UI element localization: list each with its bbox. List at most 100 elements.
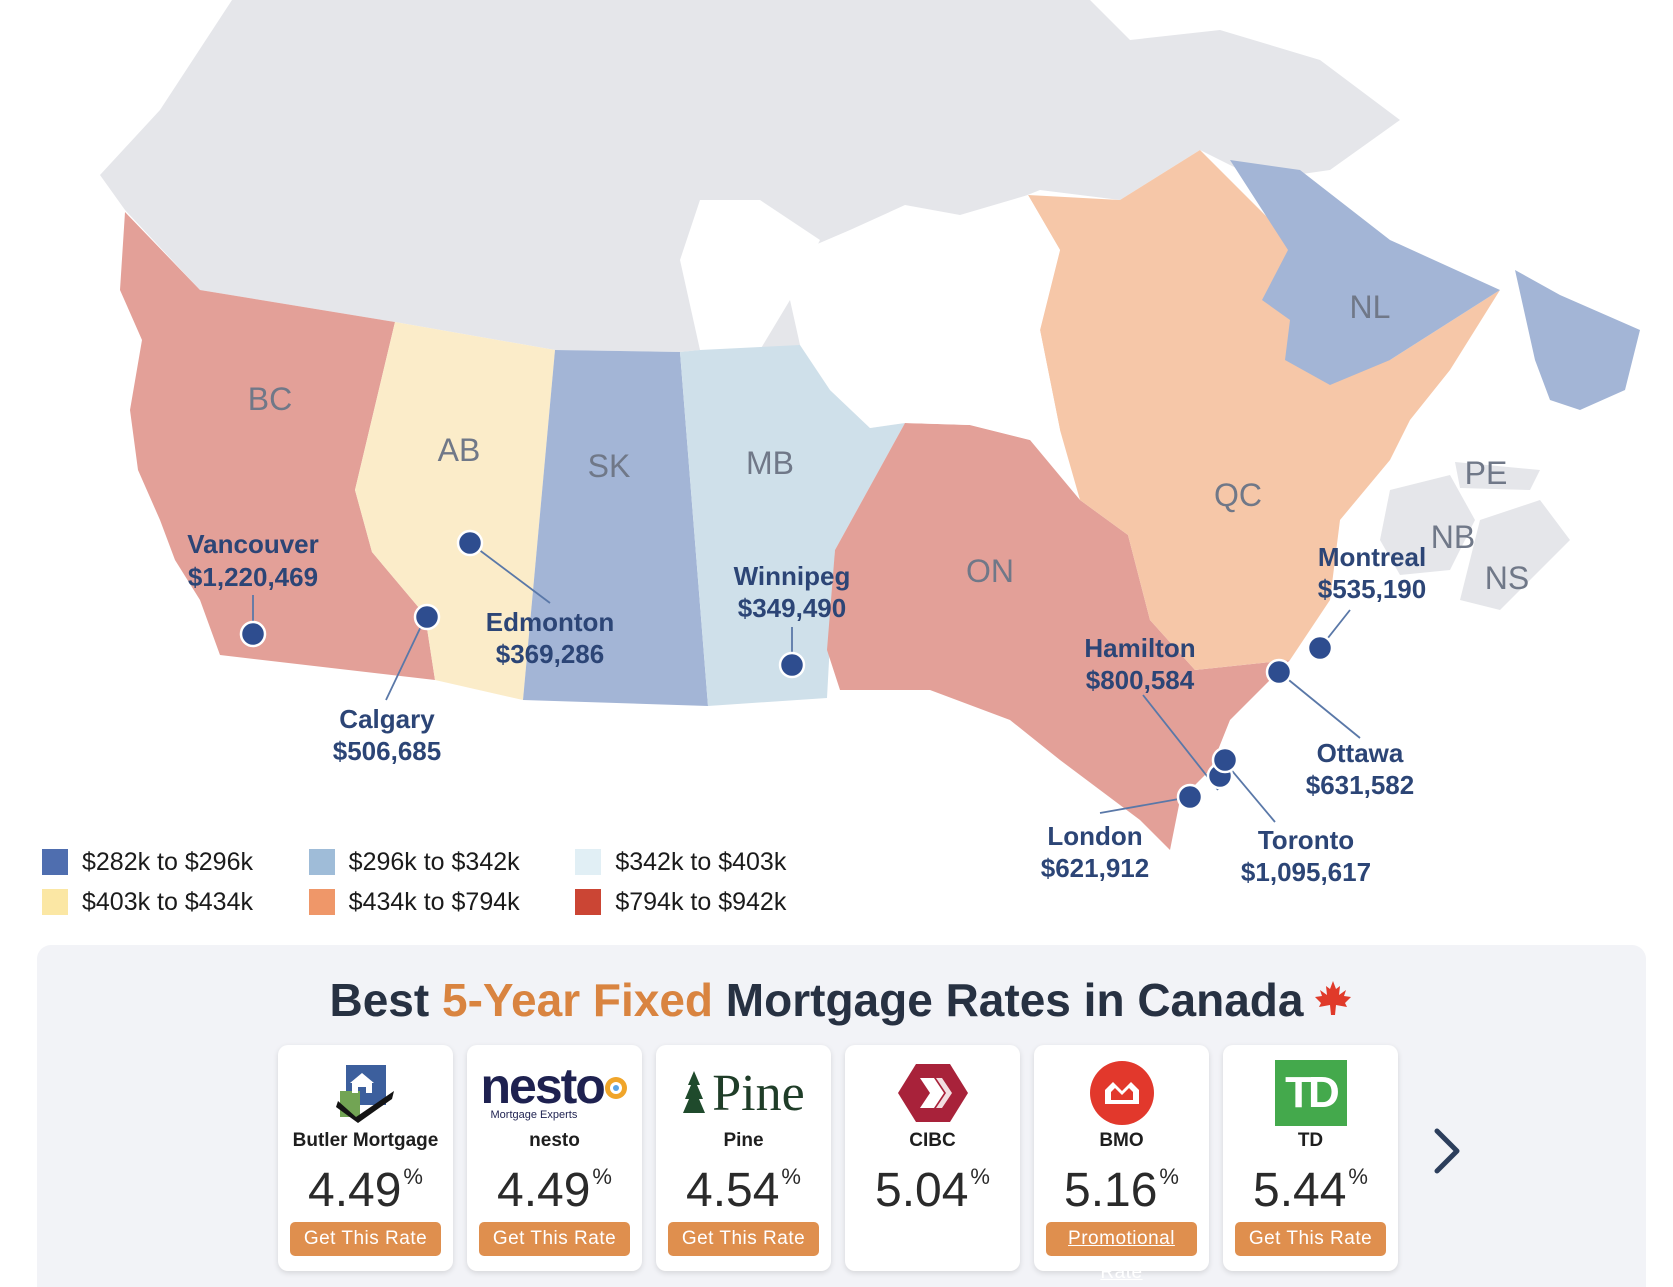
lender-rate: 4.49% [278, 1163, 453, 1218]
legend-swatch [308, 889, 335, 915]
lender-card-pine[interactable]: Pine Pine 4.54% Get This Rate [656, 1045, 831, 1271]
svg-text:$800,584: $800,584 [1086, 665, 1195, 695]
rate-unit: % [403, 1164, 423, 1189]
region-ab [355, 322, 555, 700]
nesto-ring-icon [604, 1077, 627, 1099]
rate-value: 5.16 [1064, 1164, 1158, 1217]
lender-name: Pine [723, 1130, 764, 1151]
svg-text:$369,286: $369,286 [496, 639, 604, 669]
title-start: Best [329, 974, 442, 1026]
region-pe [1455, 462, 1540, 490]
legend-label: $282k to $296k [82, 847, 253, 876]
title-end: Mortgage Rates in Canada [713, 974, 1304, 1026]
nesto-logo: nesto Mortgage Experts [467, 1057, 642, 1129]
city-label-hamilton: Hamilton $800,584 [1084, 633, 1195, 695]
hudson-bay [780, 195, 1060, 440]
rate-value: 4.49 [308, 1164, 402, 1217]
legend-swatch [42, 889, 68, 915]
svg-text:$349,490: $349,490 [738, 593, 846, 623]
svg-text:$621,912: $621,912 [1041, 853, 1149, 883]
nesto-wordmark: nesto [480, 1058, 606, 1114]
region-sk [523, 350, 708, 706]
rate-unit: % [1159, 1164, 1179, 1189]
rate-value: 4.49 [497, 1164, 591, 1217]
region-nb [1380, 475, 1475, 575]
region-label-on: ON [966, 553, 1014, 589]
price-legend: $282k to $296k $296k to $342k $342k to $… [42, 842, 842, 922]
mortgage-rates-panel: Best 5-Year Fixed Mortgage Rates in Cana… [37, 945, 1646, 1287]
city-label-vancouver: Vancouver $1,220,469 [187, 529, 319, 592]
region-nl-island [1515, 270, 1640, 410]
legend-label: $342k to $403k [615, 847, 787, 876]
td-wordmark: TD [1274, 1060, 1347, 1126]
pine-tree-icon [683, 1071, 706, 1113]
rate-unit: % [592, 1164, 612, 1189]
region-ns [1460, 500, 1570, 610]
legend-swatch [308, 849, 335, 875]
lender-rate: 5.04% [845, 1163, 1020, 1218]
region-label-nb: NB [1431, 519, 1475, 555]
legend-row: $403k to $434k $434k to $794k $794k to $… [42, 882, 842, 922]
svg-text:Ottawa: Ottawa [1317, 738, 1404, 768]
lender-card-cibc[interactable]: CIBC 5.04% [845, 1045, 1020, 1271]
city-label-montreal: Montreal $535,190 [1318, 542, 1426, 604]
rate-unit: % [1348, 1164, 1368, 1189]
city-label-winnipeg: Winnipeg $349,490 [734, 561, 851, 623]
svg-text:Vancouver: Vancouver [187, 529, 319, 559]
city-label-ottawa: Ottawa $631,582 [1306, 738, 1414, 800]
region-qc [1028, 150, 1500, 670]
rate-unit: % [781, 1164, 801, 1189]
lender-name: Butler Mortgage [292, 1130, 439, 1151]
rates-title: Best 5-Year Fixed Mortgage Rates in Cana… [37, 973, 1646, 1027]
lender-name: nesto [529, 1130, 580, 1151]
city-dot-london[interactable] [1176, 783, 1204, 811]
svg-text:Winnipeg: Winnipeg [734, 561, 851, 591]
city-label-toronto: Toronto $1,095,617 [1241, 825, 1371, 887]
region-label-nl: NL [1350, 289, 1391, 325]
region-label-ns: NS [1485, 560, 1529, 596]
rate-unit: % [970, 1164, 990, 1189]
lender-rate: 5.16% [1034, 1163, 1209, 1218]
city-dot-vancouver[interactable] [239, 620, 267, 648]
city-dot-montreal[interactable] [1306, 634, 1334, 662]
city-dot-winnipeg[interactable] [778, 651, 806, 679]
chevron-right-icon[interactable] [1427, 1123, 1467, 1179]
svg-text:$506,685: $506,685 [333, 736, 441, 766]
svg-text:$631,582: $631,582 [1306, 770, 1414, 800]
region-bc [120, 212, 435, 680]
promotional-rate-button[interactable]: Promotional Rate [1046, 1222, 1197, 1283]
svg-text:$1,095,617: $1,095,617 [1241, 857, 1371, 887]
region-label-ab: AB [438, 432, 481, 468]
maple-leaf-icon [1315, 981, 1352, 1015]
city-label-edmonton: Edmonton $369,286 [486, 607, 615, 669]
svg-text:Hamilton: Hamilton [1084, 633, 1195, 663]
city-dot-toronto[interactable] [1211, 746, 1239, 774]
legend-item: $342k to $403k [575, 848, 842, 877]
city-dot-edmonton[interactable] [456, 529, 484, 557]
region-label-bc: BC [248, 381, 292, 417]
lender-card-bmo[interactable]: BMO 5.16% Promotional Rate [1034, 1045, 1209, 1283]
lender-card-td[interactable]: TD TD 5.44% Get This Rate [1223, 1045, 1398, 1271]
lender-card-nesto[interactable]: nesto Mortgage Experts nesto 4.49% Get T… [467, 1045, 642, 1271]
td-logo: TD [1223, 1057, 1398, 1129]
region-territories [100, 0, 1400, 428]
get-rate-button[interactable]: Get This Rate [668, 1222, 819, 1256]
legend-swatch [575, 849, 602, 875]
nesto-tagline: Mortgage Experts [490, 1109, 578, 1121]
get-rate-button[interactable]: Get This Rate [290, 1222, 441, 1256]
svg-text:$535,190: $535,190 [1318, 574, 1426, 604]
legend-row: $282k to $296k $296k to $342k $342k to $… [42, 842, 842, 882]
legend-label: $403k to $434k [82, 887, 253, 916]
svg-text:Calgary: Calgary [339, 704, 435, 734]
get-rate-button[interactable]: Get This Rate [479, 1222, 630, 1256]
lender-card-butler[interactable]: Butler Mortgage 4.49% Get This Rate [278, 1045, 453, 1271]
city-dot-ottawa[interactable] [1265, 658, 1293, 686]
get-rate-button[interactable]: Get This Rate [1235, 1222, 1386, 1256]
region-label-sk: SK [588, 448, 631, 484]
lender-name: CIBC [909, 1130, 956, 1151]
city-label-calgary: Calgary $506,685 [333, 704, 441, 766]
region-on [827, 423, 1290, 850]
rate-value: 5.44 [1253, 1164, 1347, 1217]
city-dot-calgary[interactable] [413, 603, 441, 631]
region-mb [680, 345, 905, 706]
